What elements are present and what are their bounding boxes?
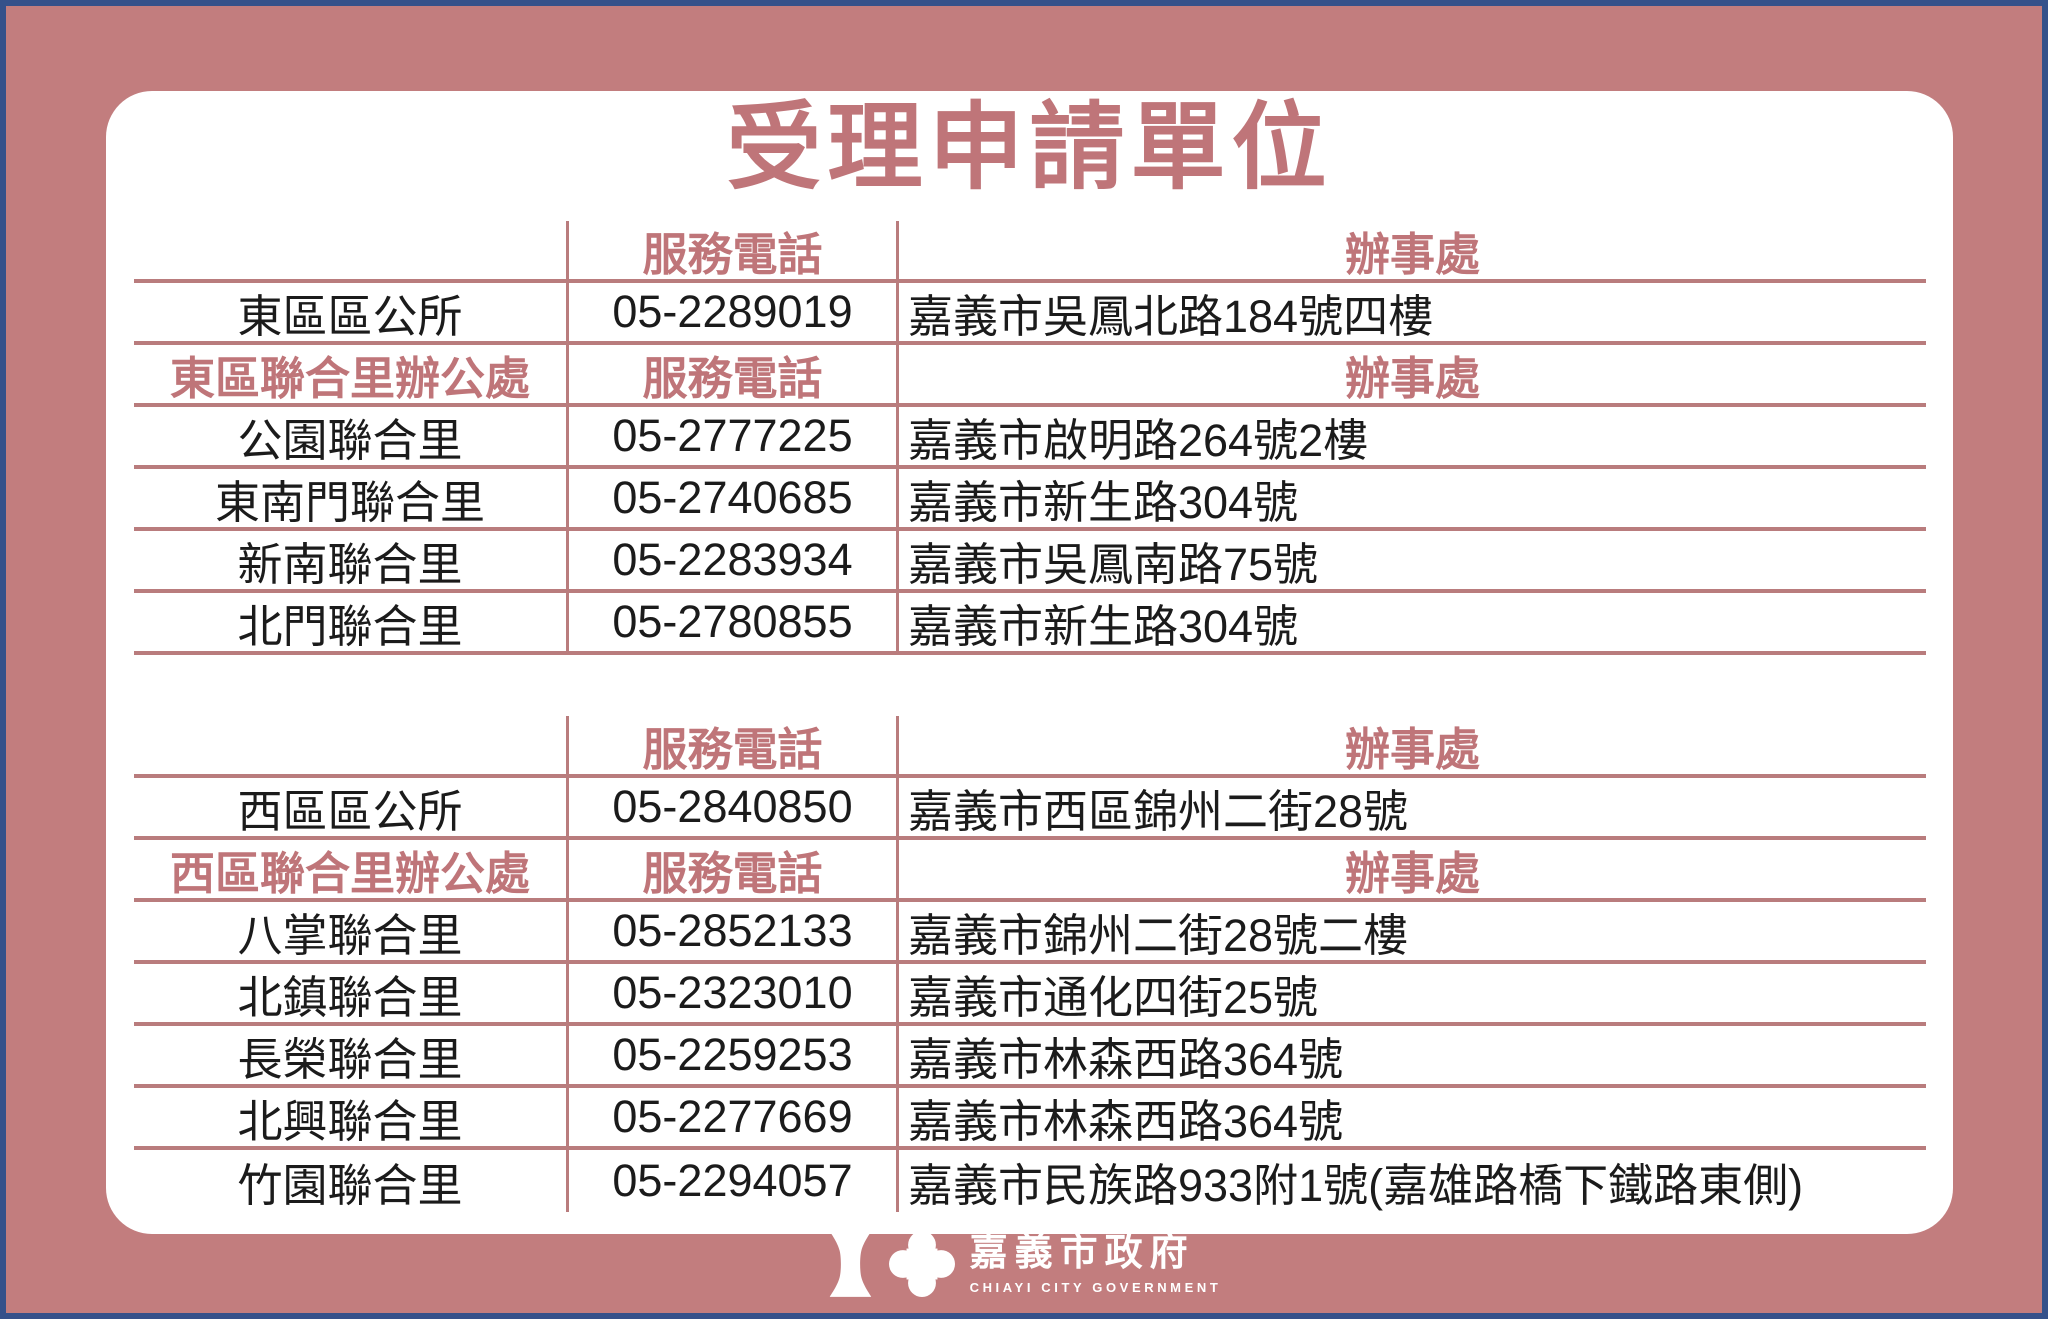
address-cell: 嘉義市啟明路264號2樓 bbox=[896, 407, 1926, 465]
unit-name-cell: 西區聯合里辦公處 bbox=[169, 847, 530, 899]
unit-name-cell: 北門聯合里 bbox=[237, 600, 463, 652]
address-cell: 嘉義市錦州二街28號二樓 bbox=[896, 902, 1926, 960]
phone-header-cell: 服務電話 bbox=[566, 840, 896, 898]
unit-name-cell bbox=[134, 716, 566, 774]
table-row: 八掌聯合里 05-2852133 嘉義市錦州二街28號二樓 bbox=[134, 902, 1926, 964]
unit-name-cell: 八掌聯合里 bbox=[237, 909, 463, 961]
address-cell: 嘉義市西區錦州二街28號 bbox=[896, 778, 1926, 836]
east-district-table: 服務電話 辦事處 東區區公所 05-2289019 嘉義市吳鳳北路184號四樓 … bbox=[134, 221, 1926, 655]
gov-name-en: CHIAYI CITY GOVERNMENT bbox=[969, 1279, 1222, 1295]
unit-name-cell: 東區聯合里辦公處 bbox=[169, 352, 530, 404]
table-header-row: 服務電話 辦事處 bbox=[134, 716, 1926, 778]
phone-cell: 05-2740685 bbox=[566, 469, 896, 527]
phone-cell: 05-2277669 bbox=[566, 1088, 896, 1146]
office-header-cell: 辦事處 bbox=[896, 716, 1926, 774]
table-row: 北鎮聯合里 05-2323010 嘉義市通化四街25號 bbox=[134, 964, 1926, 1026]
gov-name: 嘉義市政府 bbox=[969, 1232, 1195, 1275]
address-cell: 嘉義市新生路304號 bbox=[896, 469, 1926, 527]
unit-name-cell: 新南聯合里 bbox=[237, 538, 463, 590]
unit-name-cell: 西區區公所 bbox=[237, 785, 463, 837]
table-row: 竹園聯合里 05-2294057 嘉義市民族路933附1號(嘉雄路橋下鐵路東側) bbox=[134, 1150, 1926, 1212]
footer: 嘉義市政府 CHIAYI CITY GOVERNMENT bbox=[6, 1228, 2042, 1300]
phone-header-cell: 服務電話 bbox=[566, 345, 896, 403]
table-row: 北興聯合里 05-2277669 嘉義市林森西路364號 bbox=[134, 1088, 1926, 1150]
address-cell: 嘉義市林森西路364號 bbox=[896, 1026, 1926, 1084]
table-row: 北門聯合里 05-2780855 嘉義市新生路304號 bbox=[134, 593, 1926, 655]
content-card: 受理申請單位 服務電話 辦事處 東區區公所 05-2289019 嘉義市吳鳳北路… bbox=[106, 91, 1953, 1234]
unit-name-cell: 公園聯合里 bbox=[237, 414, 463, 466]
unit-name-cell: 東南門聯合里 bbox=[214, 476, 485, 528]
table-subheader-row: 東區聯合里辦公處 服務電話 辦事處 bbox=[134, 345, 1926, 407]
table-row: 公園聯合里 05-2777225 嘉義市啟明路264號2樓 bbox=[134, 407, 1926, 469]
table-subheader-row: 西區聯合里辦公處 服務電話 辦事處 bbox=[134, 840, 1926, 902]
address-cell: 嘉義市吳鳳南路75號 bbox=[896, 531, 1926, 589]
unit-name-cell: 北鎮聯合里 bbox=[237, 971, 463, 1023]
unit-name-cell: 竹園聯合里 bbox=[237, 1159, 463, 1211]
unit-name-cell bbox=[134, 221, 566, 279]
phone-header-cell: 服務電話 bbox=[566, 716, 896, 774]
address-cell: 嘉義市通化四街25號 bbox=[896, 964, 1926, 1022]
office-header-cell: 辦事處 bbox=[896, 221, 1926, 279]
west-district-table: 服務電話 辦事處 西區區公所 05-2840850 嘉義市西區錦州二街28號 西… bbox=[134, 716, 1926, 1212]
address-cell: 嘉義市吳鳳北路184號四樓 bbox=[896, 283, 1926, 341]
table-row: 西區區公所 05-2840850 嘉義市西區錦州二街28號 bbox=[134, 778, 1926, 840]
address-cell: 嘉義市林森西路364號 bbox=[896, 1088, 1926, 1146]
phone-cell: 05-2289019 bbox=[566, 283, 896, 341]
table-row: 東南門聯合里 05-2740685 嘉義市新生路304號 bbox=[134, 469, 1926, 531]
office-header-cell: 辦事處 bbox=[896, 840, 1926, 898]
table-row: 新南聯合里 05-2283934 嘉義市吳鳳南路75號 bbox=[134, 531, 1926, 593]
phone-cell: 05-2852133 bbox=[566, 902, 896, 960]
phone-cell: 05-2780855 bbox=[566, 593, 896, 651]
unit-name-cell: 北興聯合里 bbox=[237, 1095, 463, 1147]
phone-cell: 05-2294057 bbox=[566, 1150, 896, 1212]
phone-header-cell: 服務電話 bbox=[566, 221, 896, 279]
address-cell: 嘉義市民族路933附1號(嘉雄路橋下鐵路東側) bbox=[896, 1150, 1926, 1212]
unit-name-cell: 長榮聯合里 bbox=[237, 1033, 463, 1085]
office-header-cell: 辦事處 bbox=[896, 345, 1926, 403]
address-cell: 嘉義市新生路304號 bbox=[896, 593, 1926, 651]
page-title: 受理申請單位 bbox=[726, 95, 1333, 201]
chiayi-logo-clover-icon bbox=[888, 1231, 955, 1297]
phone-cell: 05-2323010 bbox=[566, 964, 896, 1022]
table-row: 東區區公所 05-2289019 嘉義市吳鳳北路184號四樓 bbox=[134, 283, 1926, 345]
chiayi-logo-i-icon bbox=[827, 1230, 874, 1298]
table-header-row: 服務電話 辦事處 bbox=[134, 221, 1926, 283]
phone-cell: 05-2777225 bbox=[566, 407, 896, 465]
table-row: 長榮聯合里 05-2259253 嘉義市林森西路364號 bbox=[134, 1026, 1926, 1088]
footer-text: 嘉義市政府 CHIAYI CITY GOVERNMENT bbox=[969, 1232, 1222, 1295]
unit-name-cell: 東區區公所 bbox=[237, 290, 463, 342]
phone-cell: 05-2283934 bbox=[566, 531, 896, 589]
phone-cell: 05-2259253 bbox=[566, 1026, 896, 1084]
phone-cell: 05-2840850 bbox=[566, 778, 896, 836]
